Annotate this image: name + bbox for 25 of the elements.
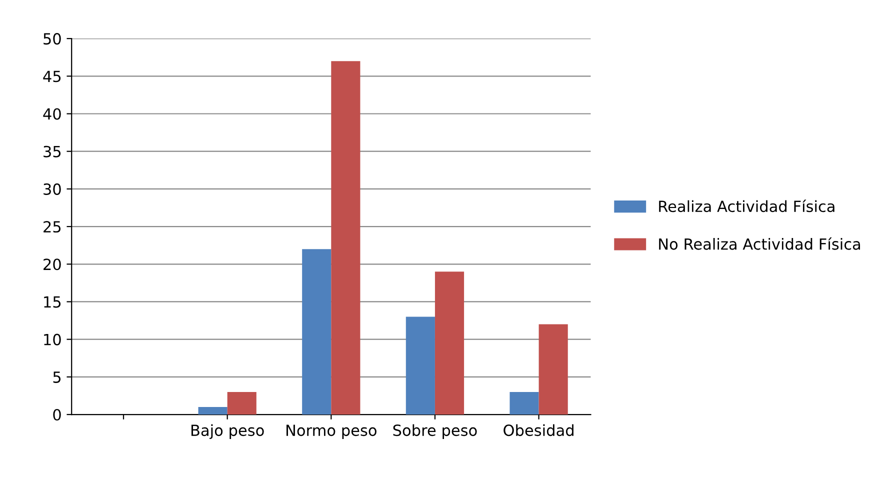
y-tick-label: 35 <box>44 146 61 158</box>
bar <box>198 407 228 415</box>
y-tick-label: 45 <box>43 70 61 82</box>
bar <box>302 249 332 415</box>
x-tick-label: Bajo peso <box>191 424 264 440</box>
y-tick-label: 40 <box>43 108 61 120</box>
legend-label: No Realiza Actividad Física <box>659 237 860 250</box>
legend-label: Realiza Actividad Física <box>659 200 834 212</box>
bar <box>406 316 435 415</box>
bar <box>227 392 256 415</box>
bar <box>434 272 464 415</box>
y-tick-label: 20 <box>44 258 61 270</box>
y-tick-label: 25 <box>44 221 61 233</box>
bar <box>331 61 360 415</box>
y-tick-label: 5 <box>53 372 61 383</box>
x-tick-label: Obesidad <box>504 424 574 436</box>
y-tick-label: 15 <box>44 296 61 308</box>
x-tick-label: Normo peso <box>286 424 376 440</box>
x-tick-label: Sobre peso <box>393 424 477 440</box>
y-tick-label: 10 <box>44 334 61 346</box>
y-tick-label: 50 <box>44 33 61 45</box>
bar <box>538 324 568 415</box>
y-tick-label: 0 <box>53 408 61 421</box>
bar <box>510 392 539 415</box>
y-tick-label: 30 <box>44 183 61 195</box>
